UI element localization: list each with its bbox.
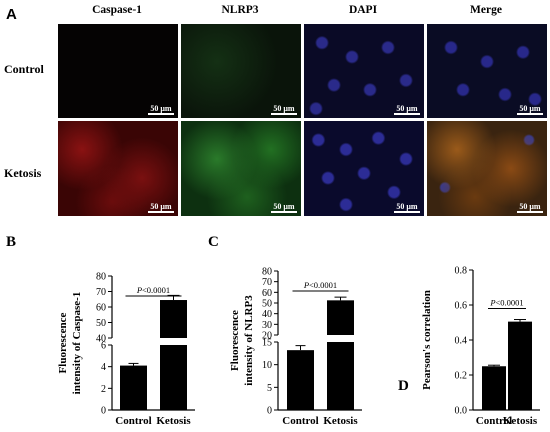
bar-control xyxy=(482,366,506,410)
scale-bar: 50 μm xyxy=(271,202,297,213)
y-tick-label: 30 xyxy=(262,320,272,331)
y-tick-label: 40 xyxy=(96,334,106,345)
y-tick-label: 80 xyxy=(96,272,106,283)
micrograph-control-nlrp3: 50 μm xyxy=(181,24,301,118)
p-value-label: P<0.0001 xyxy=(136,285,170,295)
y-tick-label: 0.0 xyxy=(455,406,468,417)
y-tick-label: 70 xyxy=(96,287,106,298)
micrograph-ketosis-nlrp3: 50 μm xyxy=(181,121,301,216)
x-tick-label-ketosis: Ketosis xyxy=(156,415,191,427)
row-header-ketosis: Ketosis xyxy=(4,166,42,180)
bar-control xyxy=(120,365,147,410)
bar-control xyxy=(287,350,314,410)
y-axis-label: Fluorescence xyxy=(229,310,241,371)
y-tick-label: 4 xyxy=(101,362,106,373)
y-tick-label: 50 xyxy=(262,299,272,310)
y-tick-label: 0.4 xyxy=(455,336,468,347)
panel-letter-a: A xyxy=(6,6,17,23)
y-tick-label: 80 xyxy=(262,267,272,278)
x-tick-label-ketosis: Ketosis xyxy=(503,415,538,427)
y-tick-label: 10 xyxy=(262,360,272,371)
scale-bar: 50 μm xyxy=(394,202,420,213)
y-tick-label: 0 xyxy=(267,406,272,417)
y-tick-label: 70 xyxy=(262,277,272,288)
p-value-label: P<0.0001 xyxy=(303,280,337,290)
column-header-nlrp3: NLRP3 xyxy=(221,4,259,16)
y-axis-label: intensity of NLRP3 xyxy=(243,295,255,386)
y-tick-label: 50 xyxy=(96,318,106,329)
micrograph-ketosis-merge: 50 μm xyxy=(427,121,547,216)
x-tick-label-control: Control xyxy=(476,415,512,427)
micrograph-control-merge: 50 μm xyxy=(427,24,547,118)
y-axis-label: Fluorescence xyxy=(57,312,69,373)
column-header-caspase1: Caspase-1 xyxy=(92,4,142,16)
y-tick-label: 40 xyxy=(262,309,272,320)
bar-ketosis-upper xyxy=(160,300,187,338)
y-axis-label: Pearson's correlation xyxy=(421,290,433,390)
y-tick-label: 15 xyxy=(262,338,272,349)
y-tick-label: 5 xyxy=(267,383,272,394)
y-tick-label: 2 xyxy=(101,384,106,395)
y-tick-label: 6 xyxy=(101,341,106,352)
bar-ketosis xyxy=(508,321,532,410)
micrograph-control-dapi: 50 μm xyxy=(304,24,424,118)
row-header-control: Control xyxy=(4,62,44,76)
scale-bar: 50 μm xyxy=(517,202,543,213)
bar-ketosis-lower xyxy=(327,342,354,410)
y-tick-label: 60 xyxy=(262,288,272,299)
column-header-dapi: DAPI xyxy=(348,4,378,16)
panel-letter-d: D xyxy=(398,378,409,394)
y-tick-label: 60 xyxy=(96,303,106,314)
micrograph-ketosis-dapi: 50 μm xyxy=(304,121,424,216)
scale-bar: 50 μm xyxy=(148,202,174,213)
bar-ketosis-upper xyxy=(327,300,354,335)
bar-ketosis-lower xyxy=(160,345,187,410)
y-tick-label: 0.8 xyxy=(455,266,468,277)
column-header-merge: Merge xyxy=(470,4,502,16)
y-axis-label: intensity of Caspase-1 xyxy=(71,292,83,395)
p-value-label: P<0.0001 xyxy=(489,298,523,308)
y-tick-label: 0.2 xyxy=(455,371,468,382)
scale-bar: 50 μm xyxy=(517,104,543,115)
micrograph-control-caspase1: 50 μm xyxy=(58,24,178,118)
scale-bar: 50 μm xyxy=(148,104,174,115)
y-tick-label: 20 xyxy=(262,331,272,342)
scale-bar: 50 μm xyxy=(271,104,297,115)
x-tick-label-control: Control xyxy=(282,415,318,427)
panel-letter-b: B xyxy=(6,234,16,250)
y-tick-label: 0.6 xyxy=(455,301,468,312)
x-tick-label-ketosis: Ketosis xyxy=(323,415,358,427)
x-tick-label-control: Control xyxy=(115,415,151,427)
panel-letter-c: C xyxy=(208,234,219,250)
scale-bar: 50 μm xyxy=(394,104,420,115)
micrograph-ketosis-caspase1: 50 μm xyxy=(58,121,178,216)
y-tick-label: 0 xyxy=(101,406,106,417)
